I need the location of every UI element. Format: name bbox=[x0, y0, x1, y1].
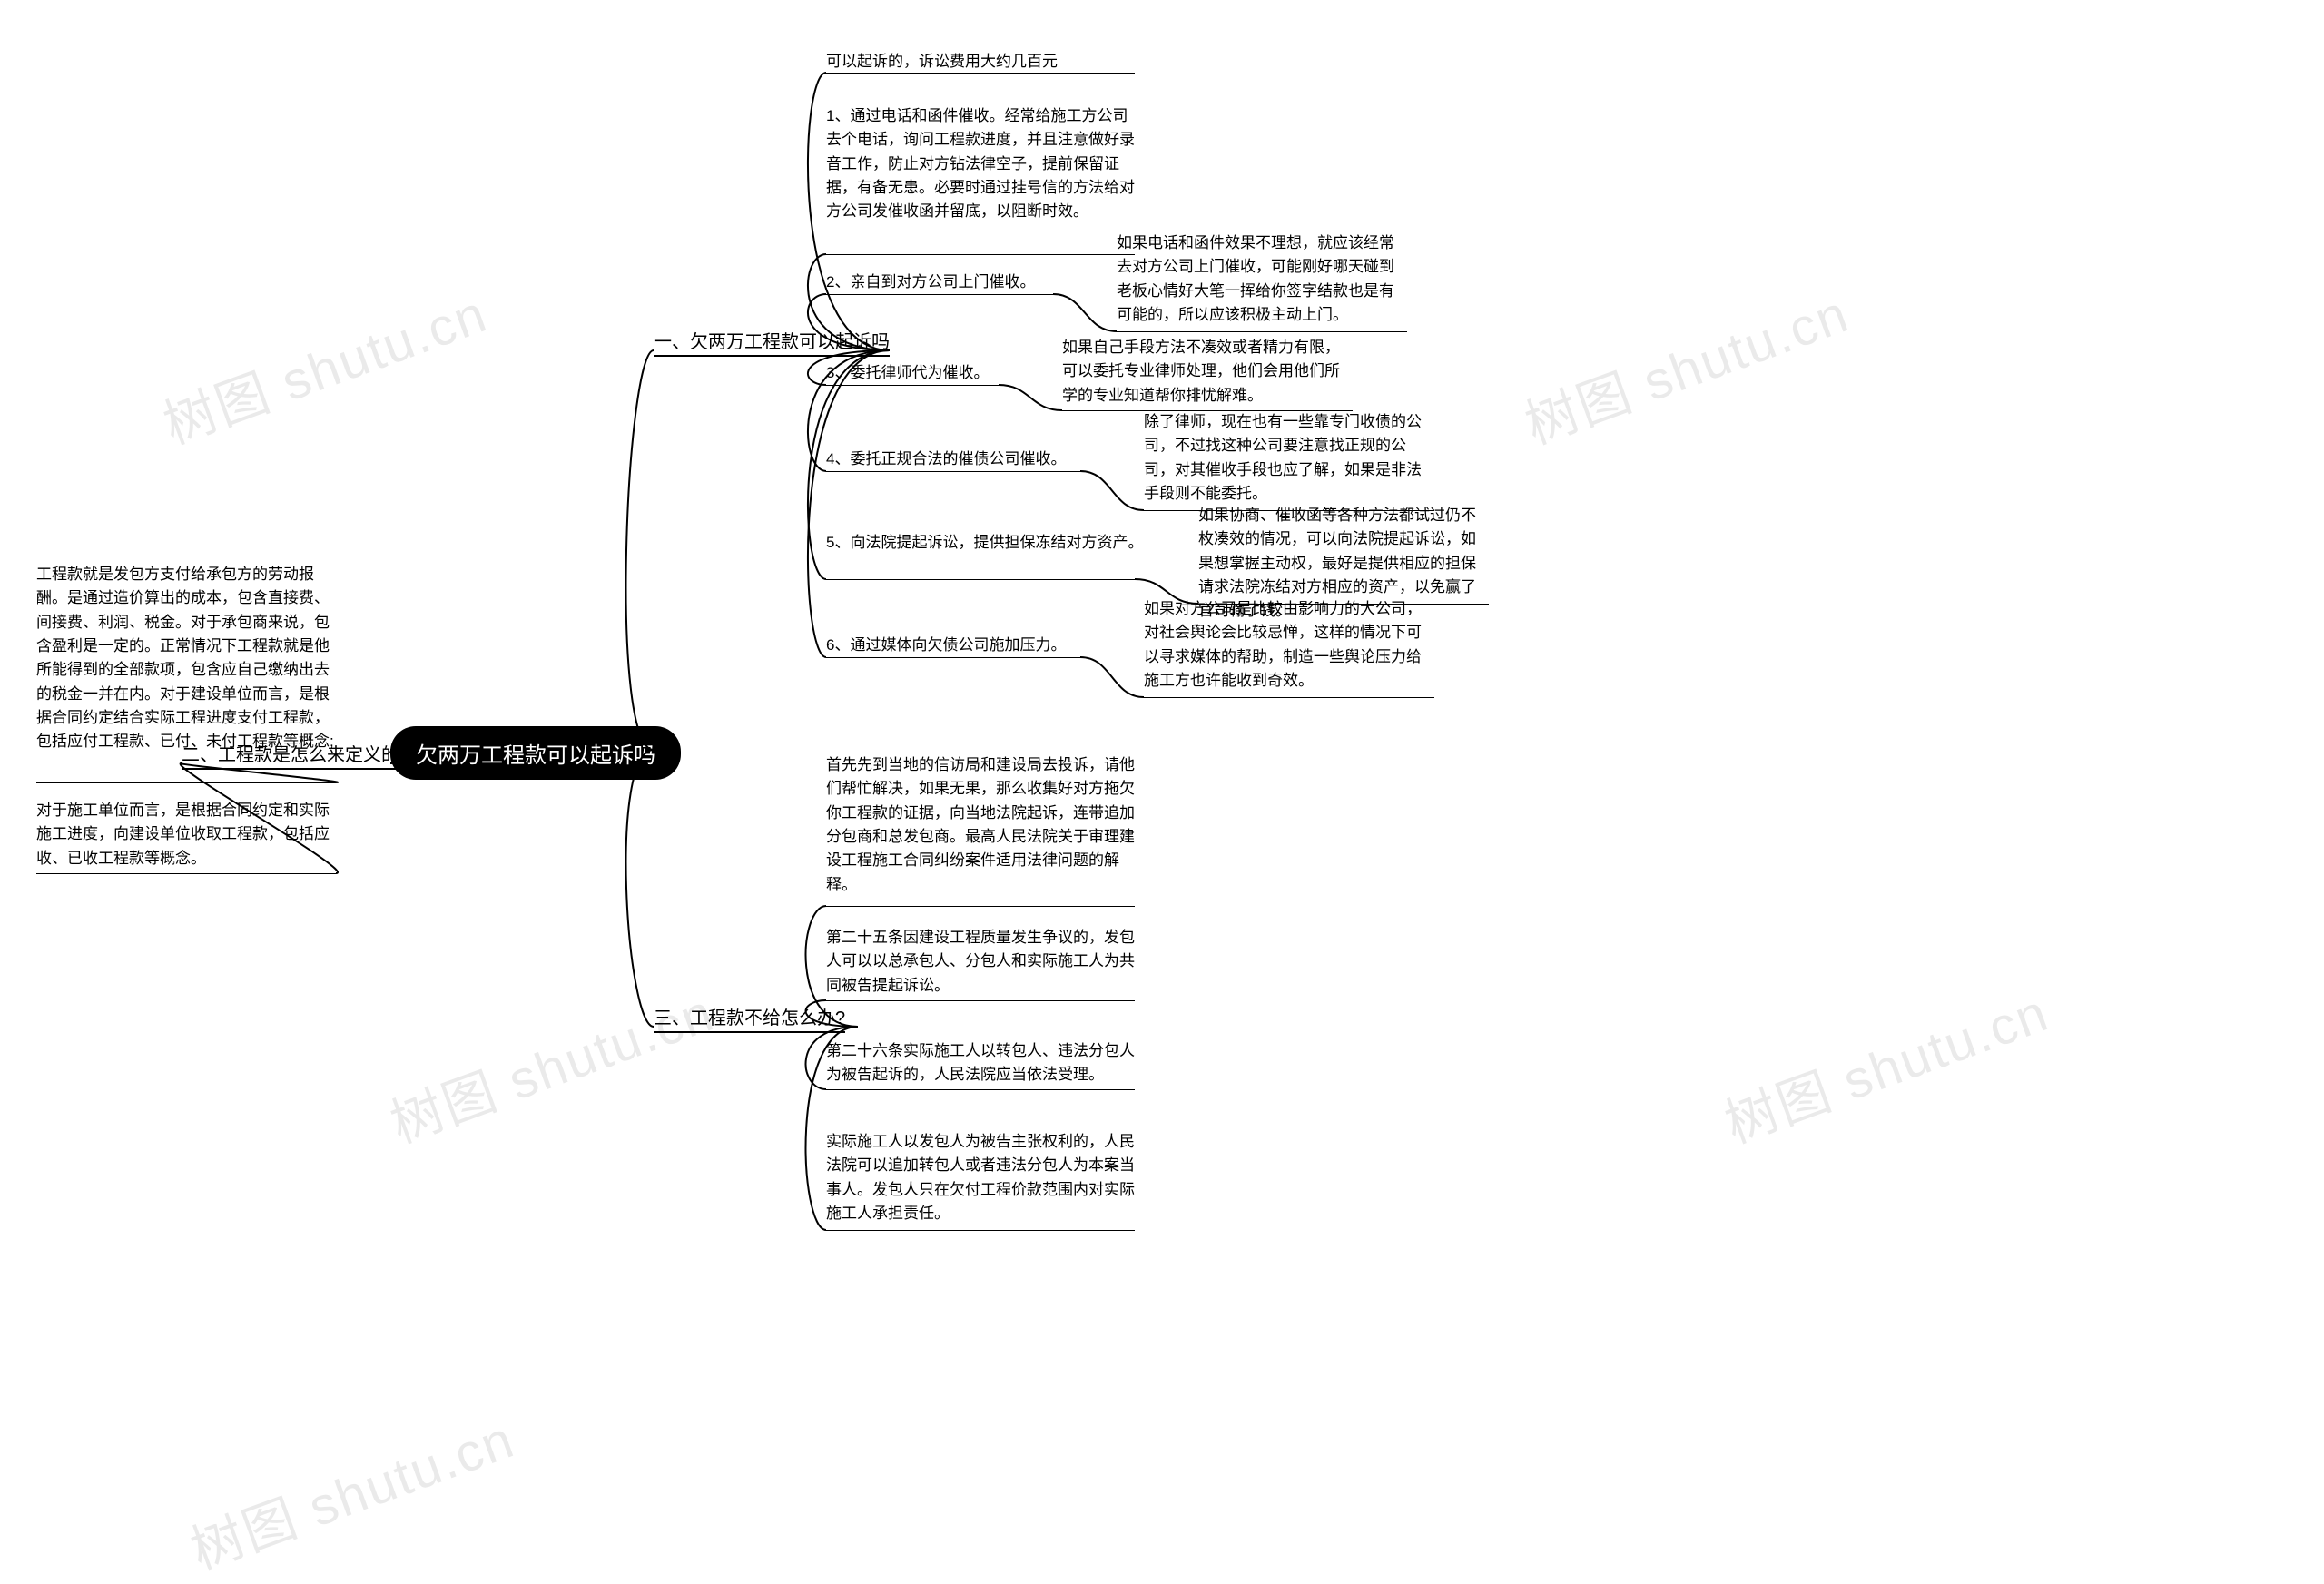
watermark: 树图 shutu.cn bbox=[1513, 271, 1858, 459]
leaf-b3c4: 实际施工人以发包人为被告主张权利的，人民法院可以追加转包人或者违法分包人为本案当… bbox=[826, 1130, 1135, 1225]
branch-1: 一、欠两万工程款可以起诉吗 bbox=[654, 327, 890, 353]
leaf-underline bbox=[826, 1000, 1135, 1001]
leaf-b1c6: 6、通过媒体向欠债公司施加压力。 bbox=[826, 634, 1089, 657]
leaf-b1c6a: 如果对方公司是比较由影响力的大公司，对社会舆论会比较忌惮，这样的情况下可以寻求媒… bbox=[1144, 597, 1434, 693]
leaf-underline bbox=[826, 73, 1135, 74]
branch-3-label: 三、工程款不给怎么办? bbox=[654, 1008, 845, 1028]
watermark: 树图 shutu.cn bbox=[152, 271, 497, 459]
leaf-underline bbox=[826, 254, 1135, 255]
leaf-underline bbox=[826, 657, 1080, 658]
leaf-underline bbox=[36, 873, 336, 874]
leaf-b1c3a: 如果自己手段方法不凑效或者精力有限，可以委托专业律师处理，他们会用他们所学的专业… bbox=[1062, 336, 1353, 408]
leaf-b1c2a: 如果电话和函件效果不理想，就应该经常去对方公司上门催收，可能刚好哪天碰到老板心情… bbox=[1117, 231, 1407, 327]
leaf-underline bbox=[1117, 331, 1407, 332]
leaf-b3c1: 首先先到当地的信访局和建设局去投诉，请他们帮忙解决，如果无果，那么收集好对方拖欠… bbox=[826, 753, 1135, 897]
leaf-b2c1: 工程款就是发包方支付给承包方的劳动报酬。是通过造价算出的成本，包含直接费、间接费… bbox=[36, 563, 340, 754]
branch-3: 三、工程款不给怎么办? bbox=[654, 1003, 845, 1029]
leaf-b1c1: 1、通过电话和函件催收。经常给施工方公司去个电话，询问工程款进度，并且注意做好录… bbox=[826, 104, 1135, 224]
mindmap-root: 欠两万工程款可以起诉吗 bbox=[390, 726, 681, 780]
leaf-underline bbox=[826, 1089, 1135, 1090]
leaf-b3c3: 第二十六条实际施工人以转包人、违法分包人为被告起诉的，人民法院应当依法受理。 bbox=[826, 1039, 1135, 1087]
leaf-b3c2: 第二十五条因建设工程质量发生争议的，发包人可以以总承包人、分包人和实际施工人为共… bbox=[826, 926, 1135, 998]
leaf-underline bbox=[826, 385, 999, 386]
leaf-underline bbox=[36, 782, 336, 783]
watermark: 树图 shutu.cn bbox=[179, 1397, 524, 1584]
leaf-underline bbox=[826, 579, 1135, 580]
leaf-underline bbox=[826, 906, 1135, 907]
leaf-underline bbox=[826, 471, 1080, 472]
leaf-b1c4a: 除了律师，现在也有一些靠专门收债的公司，不过找这种公司要注意找正规的公司，对其催… bbox=[1144, 410, 1434, 506]
leaf-b2c2: 对于施工单位而言，是根据合同约定和实际施工进度，向建设单位收取工程款，包括应收、… bbox=[36, 799, 340, 871]
leaf-underline bbox=[826, 294, 1053, 295]
leaf-b1c5: 5、向法院提起诉讼，提供担保冻结对方资产。 bbox=[826, 531, 1144, 555]
watermark: 树图 shutu.cn bbox=[379, 970, 724, 1158]
leaf-b1c4: 4、委托正规合法的催债公司催收。 bbox=[826, 448, 1089, 471]
leaf-underline bbox=[1144, 697, 1434, 698]
leaf-b1c3: 3、委托律师代为催收。 bbox=[826, 361, 1008, 385]
leaf-underline bbox=[826, 1230, 1135, 1231]
leaf-b1c2: 2、亲自到对方公司上门催收。 bbox=[826, 271, 1053, 294]
root-label: 欠两万工程款可以起诉吗 bbox=[416, 743, 655, 768]
branch-1-label: 一、欠两万工程款可以起诉吗 bbox=[654, 332, 890, 352]
leaf-b1c0: 可以起诉的，诉讼费用大约几百元 bbox=[826, 50, 1135, 74]
watermark: 树图 shutu.cn bbox=[1713, 970, 2058, 1158]
